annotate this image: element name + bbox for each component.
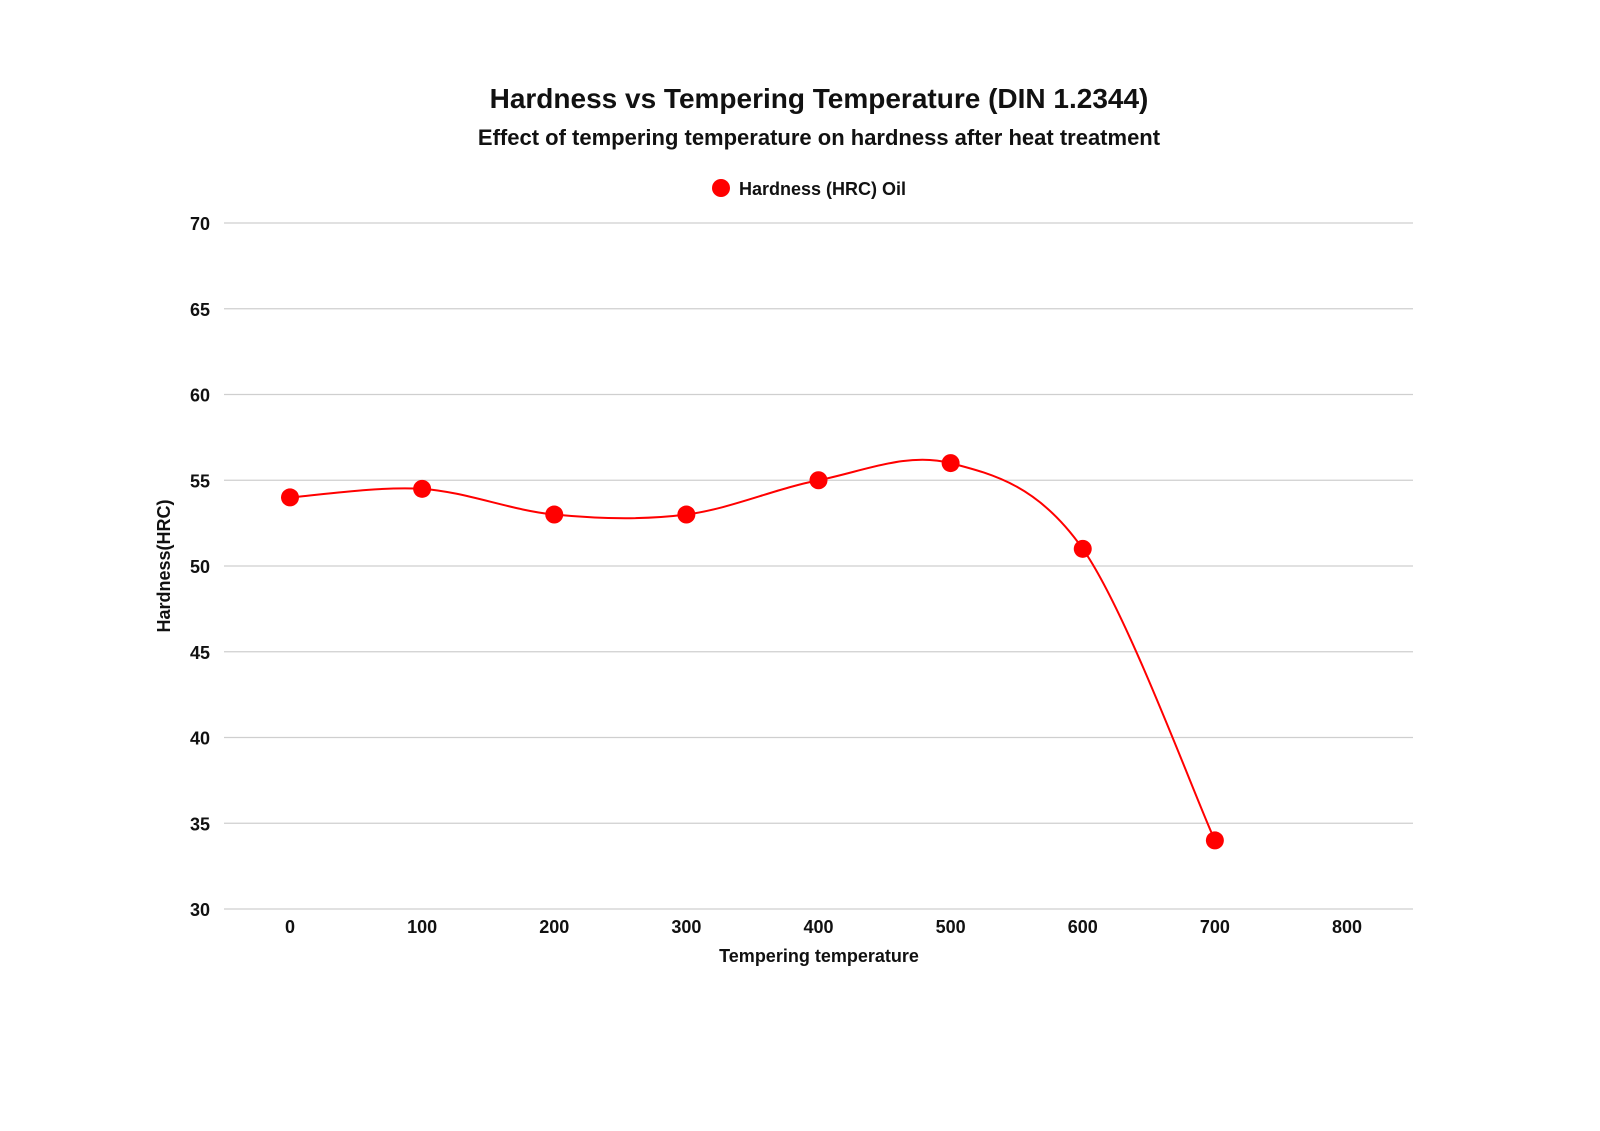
- data-point: [809, 471, 828, 490]
- x-tick-label: 100: [407, 917, 437, 937]
- legend: Hardness (HRC) Oil: [712, 179, 906, 199]
- x-tick-label: 500: [936, 917, 966, 937]
- y-tick-label: 70: [190, 214, 210, 234]
- chart-subtitle: Effect of tempering temperature on hardn…: [478, 125, 1161, 150]
- y-tick-label: 40: [190, 729, 210, 749]
- chart-title: Hardness vs Tempering Temperature (DIN 1…: [490, 83, 1149, 114]
- x-tick-label: 0: [285, 917, 295, 937]
- data-point: [545, 505, 564, 524]
- y-tick-label: 35: [190, 814, 210, 834]
- x-tick-label: 200: [539, 917, 569, 937]
- x-tick-label: 700: [1200, 917, 1230, 937]
- y-tick-label: 55: [190, 471, 210, 491]
- data-point: [677, 505, 696, 524]
- data-point: [1073, 539, 1092, 558]
- x-tick-label: 300: [671, 917, 701, 937]
- y-tick-label: 30: [190, 900, 210, 920]
- series-line: [289, 458, 1216, 841]
- y-tick-label: 60: [190, 386, 210, 406]
- data-point: [281, 488, 299, 507]
- y-tick-label: 45: [190, 643, 210, 663]
- legend-marker: [712, 179, 730, 197]
- x-tick-label: 800: [1332, 917, 1362, 937]
- data-point: [413, 479, 432, 498]
- data-point: [941, 454, 960, 473]
- x-axis-label: Tempering temperature: [719, 946, 919, 966]
- data-point: [1205, 831, 1224, 850]
- x-tick-label: 600: [1068, 917, 1098, 937]
- y-tick-label: 50: [190, 557, 210, 577]
- y-tick-label: 65: [190, 300, 210, 320]
- legend-label: Hardness (HRC) Oil: [739, 179, 906, 199]
- x-tick-label: 400: [803, 917, 833, 937]
- y-axis-label: Hardness(HRC): [154, 499, 174, 632]
